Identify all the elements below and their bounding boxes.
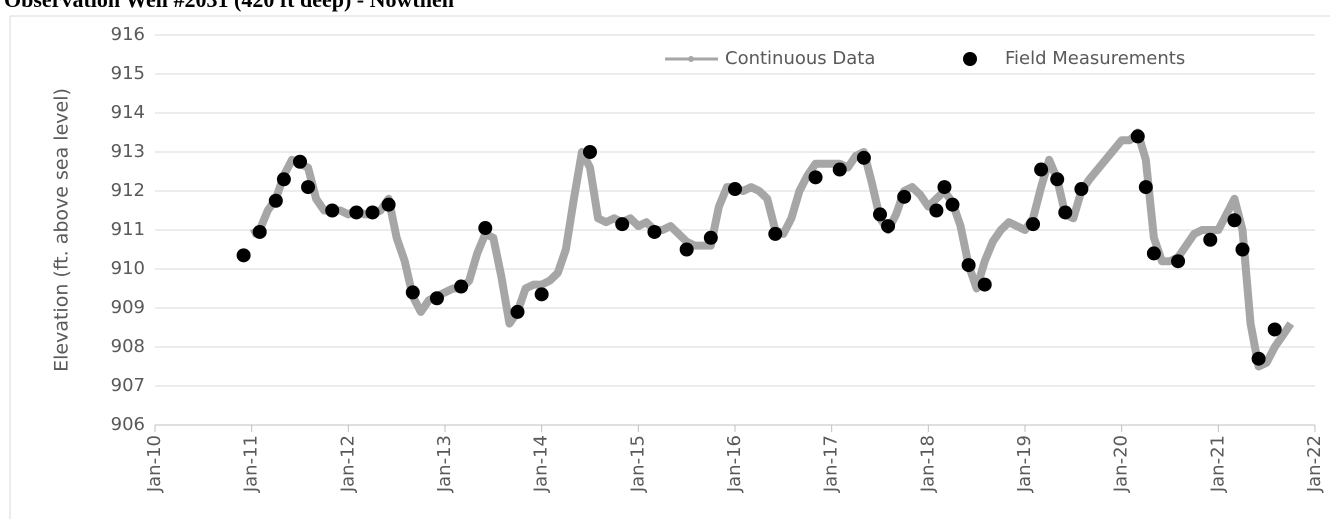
field-point	[945, 197, 960, 212]
x-tick-label: Jan-13	[434, 435, 455, 493]
field-point	[615, 217, 630, 232]
field-point	[1267, 322, 1282, 337]
field-point	[808, 170, 823, 185]
field-point	[268, 193, 283, 208]
field-point	[381, 197, 396, 212]
field-point	[873, 207, 887, 222]
y-tick-label: 909	[111, 297, 145, 318]
x-tick-label: Jan-21	[1207, 435, 1228, 493]
field-point	[768, 226, 783, 241]
field-point	[1074, 182, 1089, 197]
y-tick-label: 914	[111, 102, 145, 123]
field-point	[293, 154, 307, 169]
field-point	[1203, 232, 1218, 247]
x-tick-label: Jan-16	[724, 435, 745, 493]
y-tick-label: 908	[111, 336, 145, 357]
field-point	[510, 304, 525, 319]
field-point	[937, 180, 952, 195]
y-tick-label: 915	[111, 63, 145, 84]
y-axis-label: Elevation (ft. above sea level)	[51, 88, 73, 372]
legend-marker	[688, 56, 694, 62]
x-tick-label: Jan-20	[1111, 435, 1132, 493]
field-point	[534, 287, 549, 302]
field-point	[1235, 242, 1250, 257]
field-point	[478, 221, 493, 236]
field-point	[897, 189, 912, 204]
x-tick-label: Jan-22	[1304, 435, 1325, 493]
x-tick-label: Jan-17	[821, 435, 842, 493]
x-tick-label: Jan-19	[1014, 435, 1035, 493]
y-tick-label: 906	[111, 414, 145, 435]
field-point	[961, 258, 976, 273]
field-point	[856, 150, 871, 165]
x-tick-label: Jan-15	[627, 435, 648, 493]
y-tick-label: 916	[111, 24, 145, 45]
field-point	[325, 203, 340, 218]
legend-label: Continuous Data	[725, 48, 875, 69]
x-tick-label: Jan-10	[144, 435, 165, 493]
field-point	[252, 224, 267, 239]
x-tick-label: Jan-18	[917, 435, 938, 493]
field-point	[679, 242, 694, 257]
field-point	[301, 180, 316, 195]
y-tick-label: 912	[111, 180, 145, 201]
field-point	[881, 219, 896, 234]
field-point	[1146, 246, 1161, 261]
legend-label: Field Measurements	[1005, 48, 1185, 69]
field-point	[1034, 162, 1049, 177]
y-tick-label: 910	[111, 258, 145, 279]
field-point	[1026, 217, 1041, 232]
field-point	[929, 203, 944, 218]
field-point	[1138, 180, 1153, 195]
x-tick-label: Jan-12	[337, 435, 358, 493]
field-point	[832, 162, 847, 177]
field-point	[728, 182, 742, 197]
field-point	[1050, 172, 1065, 187]
chart-title: Observation Well #2031 (420 ft deep) - N…	[4, 0, 454, 12]
continuous-line	[249, 128, 1295, 371]
field-point	[405, 285, 420, 300]
x-tick-label: Jan-14	[531, 435, 552, 493]
field-point	[703, 230, 718, 245]
field-point	[349, 205, 364, 220]
field-point	[365, 205, 380, 220]
field-point	[1058, 205, 1073, 220]
field-point	[1251, 351, 1266, 366]
field-point	[1171, 254, 1186, 269]
legend-marker	[963, 52, 977, 66]
field-point	[1130, 129, 1145, 144]
field-point	[276, 172, 291, 187]
field-point	[236, 248, 251, 263]
y-tick-label: 913	[111, 141, 145, 162]
y-tick-label: 911	[111, 219, 145, 240]
field-point	[1227, 213, 1242, 228]
field-point	[583, 145, 597, 159]
field-point	[647, 224, 662, 239]
y-tick-label: 907	[111, 375, 145, 396]
field-point	[977, 277, 992, 292]
field-point	[454, 279, 469, 294]
field-point	[429, 291, 444, 306]
x-tick-label: Jan-11	[241, 435, 262, 493]
